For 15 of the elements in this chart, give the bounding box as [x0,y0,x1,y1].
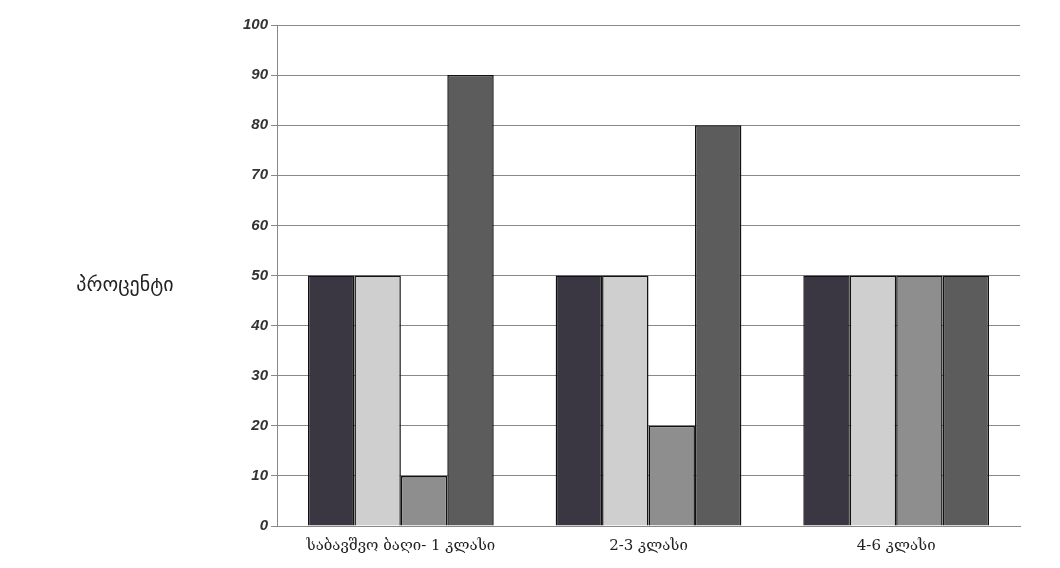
x-tick-label: 2-3 კლასი [609,535,688,554]
x-tick-label: საბავშვო ბაღი- 1 კლასი [305,535,496,554]
y-tick-label: 40 [250,315,269,333]
y-tick-label: 70 [251,165,269,183]
y-tick-label: 0 [259,516,269,534]
y-tick-label: 10 [251,466,269,484]
y-tick-label: 60 [251,215,269,233]
y-tick-label: 30 [251,365,269,383]
x-tick-label: 4-6 კლასი [856,535,936,554]
y-tick-label: 50 [251,265,269,283]
y-tick-label: 100 [243,15,269,33]
y-tick-label: 20 [250,415,269,433]
y-axis-title: პროცენტი [75,272,175,296]
y-tick-label: 90 [251,65,269,83]
y-tick-label: 80 [251,115,269,133]
